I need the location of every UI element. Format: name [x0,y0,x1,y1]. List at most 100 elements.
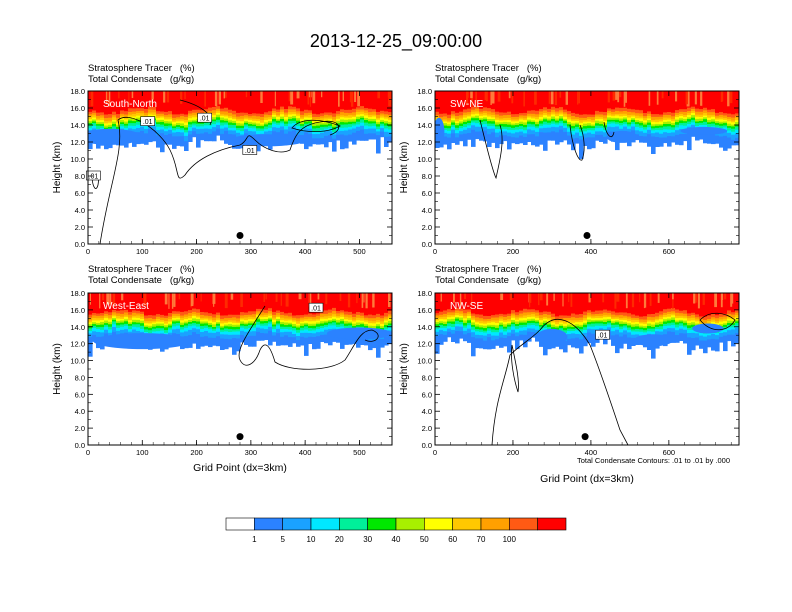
panel-1-ytick-label-4: 8.0 [75,172,85,181]
panel-3-ytick-label-8: 16.0 [70,306,85,315]
panel-4-header: Stratosphere Tracer (%) Total Condensate … [435,264,542,286]
panel-3-region-label: West-East [103,301,149,312]
panel-3-xtick-label-2: 200 [190,448,203,457]
panel-4-header-line-2: Total Condensate (g/kg) [435,275,542,286]
panel-3-contour-1 [238,305,379,370]
panel-1-header: Stratosphere Tracer (%) Total Condensate … [88,63,195,85]
panel-1-xtick-label-1: 100 [136,247,149,256]
panel-3-ytick-label-6: 12.0 [70,340,85,349]
panel-1-region-label: South-North [103,99,157,110]
panel-3: .01 West-East 0.0 2.0 4.0 6.0 8.0 10.0 12.0 14.0 1… [52,289,393,457]
panel-1-y-axis-label: Height (km) [52,142,63,194]
panel-2-xtick-label-1: 200 [507,247,520,256]
panel-3-ytick-label-9: 18.0 [70,289,85,298]
panel-1-contour-1 [99,117,340,244]
panel-1-ytick-label-3: 6.0 [75,189,85,198]
panel-3-contour-label-1: .01 [311,306,321,313]
panel-2-ytick-label-0: 0.0 [422,240,432,249]
colorbar-swatch-7 [424,517,453,531]
page-title: 2013-12-25_09:00:00 [309,31,483,51]
panel-3-xtick-label-0: 0 [86,448,90,457]
panel-1-contour-label-box-1 [140,116,155,126]
panel-1-xtick-label-3: 300 [245,247,258,256]
panel-4-tracer-field [435,293,739,445]
panel-4-x-axis-label: Grid Point (dx=3km) [540,473,634,485]
panel-4-location-marker [581,433,589,441]
panel-4: .01 NW-SE 0.0 2.0 4.0 6.0 8.0 10.0 12.0 14.0 16.0 1… [399,289,740,457]
colorbar-label-8: 70 [477,535,486,544]
panel-3-ytick-label-2: 4.0 [75,407,85,416]
panel-4-ytick-label-1: 2.0 [422,424,432,433]
panel-3-xtick-label-3: 300 [245,448,258,457]
colorbar-swatch-0 [225,517,255,531]
panel-4-xtick-label-2: 400 [585,448,598,457]
panel-1-header-line-1: Stratosphere Tracer (%) [88,63,195,74]
panel-4-y-axis-label: Height (km) [399,343,410,395]
panel-2-ytick-label-8: 16.0 [417,104,432,113]
panel-4-ytick-label-4: 8.0 [422,373,432,382]
panel-4-contour-2 [511,344,519,393]
panel-2-contour-3 [603,121,615,138]
panel-4-ytick-label-0: 0.0 [422,441,432,450]
panel-1-xtick-label-0: 0 [86,247,90,256]
colorbar-swatch-1 [254,517,283,531]
panel-1-ytick-label-8: 16.0 [70,104,85,113]
panel-2-header: Stratosphere Tracer (%) Total Condensate … [435,63,542,85]
panel-3-ytick-label-4: 8.0 [75,373,85,382]
panel-3-ytick-label-5: 10.0 [70,357,85,366]
colorbar-swatch-4 [339,517,368,531]
panel-3-header-line-2: Total Condensate (g/kg) [88,275,195,286]
panel-1-xtick-label-5: 500 [353,247,366,256]
panel-2: SW-NE 0.0 2.0 4.0 6.0 8.0 10.0 12.0 14.0 16.0 18.0… [399,87,740,256]
panel-2-header-line-2: Total Condensate (g/kg) [435,74,542,85]
panel-4-ytick-label-5: 10.0 [417,357,432,366]
panel-1-ytick-label-9: 18.0 [70,87,85,96]
panel-4-xtick-label-3: 600 [663,448,676,457]
panel-1-contour-3 [291,119,341,132]
panel-3-header: Stratosphere Tracer (%) Total Condensate … [88,264,195,286]
panel-2-ytick-label-2: 4.0 [422,206,432,215]
panel-3-y-axis-label: Height (km) [52,343,63,395]
panel-2-ytick-label-1: 2.0 [422,223,432,232]
panel-3-location-marker [236,433,244,441]
panel-2-ytick-label-7: 14.0 [417,121,432,130]
panel-2-xtick-label-2: 400 [585,247,598,256]
colorbar-label-1: 5 [280,535,285,544]
panel-1-contour-label-box-3 [242,145,258,155]
panel-3-header-line-1: Stratosphere Tracer (%) [88,264,195,275]
panel-1: .01 .01 .01 .01 South-North 0.0 2.0 4.0 6.0 8.0 10… [52,87,393,256]
colorbar-label-3: 20 [335,535,344,544]
panel-2-header-line-1: Stratosphere Tracer (%) [435,63,542,74]
panel-4-ytick-label-9: 18.0 [417,289,432,298]
panel-4-header-line-1: Stratosphere Tracer (%) [435,264,542,275]
colorbar-swatch-5 [367,517,397,531]
panel-1-contour-label-2: .01 [200,116,210,123]
panel-1-ytick-label-6: 12.0 [70,138,85,147]
panel-1-ytick-label-1: 2.0 [75,223,85,232]
panel-2-ytick-label-3: 6.0 [422,189,432,198]
panel-1-contour-label-box-2 [197,112,212,123]
colorbar-label-0: 1 [252,535,257,544]
panel-1-contour-label-1: .01 [143,119,153,126]
panel-3-x-axis-label: Grid Point (dx=3km) [193,462,287,474]
panel-3-ytick-label-7: 14.0 [70,323,85,332]
panel-3-ytick-label-1: 2.0 [75,424,85,433]
colorbar-label-5: 40 [392,535,401,544]
panel-4-xtick-label-0: 0 [433,448,437,457]
contour-footnote: Total Condensate Contours: .01 to .01 by… [577,456,731,465]
panel-2-region-label: SW-NE [450,99,483,110]
colorbar-label-2: 10 [307,535,316,544]
colorbar-label-6: 50 [420,535,429,544]
panel-3-tracer-field [88,293,392,370]
panel-1-ytick-label-7: 14.0 [70,121,85,130]
panel-4-ytick-label-6: 12.0 [417,340,432,349]
colorbar-swatch-11 [537,517,567,531]
panel-1-contour-label-box-4 [86,170,101,181]
panel-4-ytick-label-2: 4.0 [422,407,432,416]
panel-3-xtick-label-5: 500 [353,448,366,457]
panel-3-contour-label-box-1 [308,302,324,313]
panel-1-xtick-label-4: 400 [299,247,312,256]
panel-2-ytick-label-9: 18.0 [417,87,432,96]
panel-2-y-axis-label: Height (km) [399,142,410,194]
